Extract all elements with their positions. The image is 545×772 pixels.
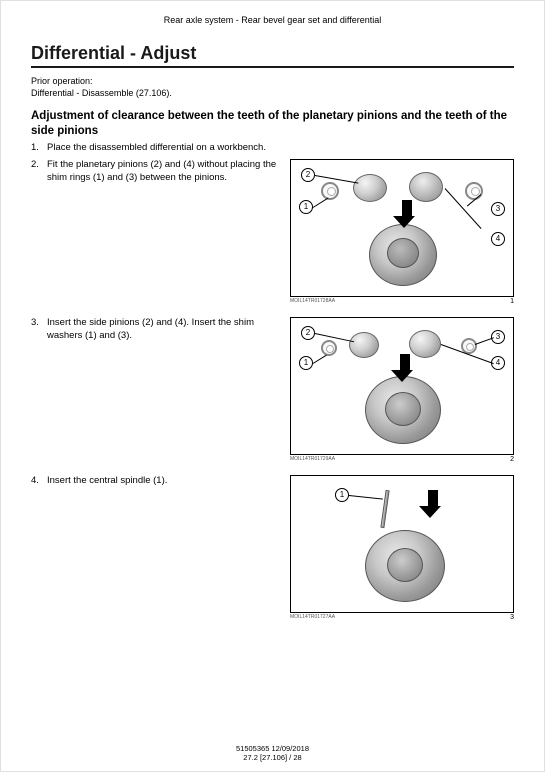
footer-line-1: 51505365 12/09/2018	[1, 744, 544, 754]
step-text: Insert the side pinions (2) and (4). Ins…	[47, 317, 284, 343]
step-text: Fit the planetary pinions (2) and (4) wi…	[47, 159, 284, 185]
callout-3: 3	[491, 202, 505, 216]
callout-4: 4	[491, 232, 505, 246]
differential-bore-icon	[387, 238, 419, 268]
footer-line-2: 27.2 [27.106] / 28	[1, 753, 544, 763]
sub-heading: Adjustment of clearance between the teet…	[31, 109, 514, 138]
leader-line	[349, 495, 383, 500]
differential-bore-icon	[387, 548, 423, 582]
arrow-down-icon	[399, 200, 415, 228]
figure-caption: MOIL14TR01728AA 1	[290, 298, 514, 305]
figure-index: 2	[510, 456, 514, 463]
step-text: Insert the central spindle (1).	[47, 475, 284, 488]
callout-1: 1	[335, 488, 349, 502]
leader-line	[475, 337, 494, 345]
prior-operation: Prior operation: Differential - Disassem…	[31, 76, 514, 99]
title-rule	[31, 66, 514, 68]
shim-washer-icon	[321, 340, 337, 356]
step-number: 1.	[31, 142, 47, 153]
page-footer: 51505365 12/09/2018 27.2 [27.106] / 28	[1, 744, 544, 764]
figure-index: 1	[510, 298, 514, 305]
step-number: 4.	[31, 475, 47, 486]
figure-3: 1	[290, 475, 514, 613]
callout-1: 1	[299, 356, 313, 370]
leader-line	[315, 333, 354, 342]
figure-index: 3	[510, 614, 514, 621]
figure-1: 2 1 3 4	[290, 159, 514, 297]
arrow-down-icon	[397, 354, 413, 382]
figure-column: 2 1 3 4 MOIL14TR01728AA 1	[284, 159, 514, 305]
figure-caption: MOIL14TR01727AA 3	[290, 614, 514, 621]
spindle-icon	[380, 490, 389, 528]
step-row: 2. Fit the planetary pinions (2) and (4)…	[31, 159, 514, 305]
page-title: Differential - Adjust	[31, 43, 514, 64]
step-row: 1. Place the disassembled differential o…	[31, 142, 514, 155]
leader-line	[313, 197, 329, 207]
prior-label: Prior operation:	[31, 76, 93, 86]
leader-line	[315, 175, 359, 184]
step-row: 4. Insert the central spindle (1). 1 MOI…	[31, 475, 514, 621]
shim-ring-icon	[465, 182, 483, 200]
figure-code: MOIL14TR01729AA	[290, 456, 335, 463]
callout-2: 2	[301, 326, 315, 340]
figure-code: MOIL14TR01727AA	[290, 614, 335, 621]
prior-ref: Differential - Disassemble (27.106).	[31, 88, 172, 98]
step-number: 3.	[31, 317, 47, 328]
step-row: 3. Insert the side pinions (2) and (4). …	[31, 317, 514, 463]
figure-code: MOIL14TR01728AA	[290, 298, 335, 305]
planetary-pinion-icon	[353, 174, 387, 202]
figure-column: 2 1 3 4 MOIL14TR01729AA 2	[284, 317, 514, 463]
figure-2: 2 1 3 4	[290, 317, 514, 455]
page-header: Rear axle system - Rear bevel gear set a…	[31, 15, 514, 25]
planetary-pinion-icon	[409, 172, 443, 202]
arrow-down-icon	[425, 490, 441, 518]
leader-line	[313, 355, 327, 364]
side-pinion-icon	[349, 332, 379, 358]
step-text: Place the disassembled differential on a…	[47, 142, 514, 155]
side-pinion-icon	[409, 330, 441, 358]
callout-1: 1	[299, 200, 313, 214]
callout-2: 2	[301, 168, 315, 182]
step-number: 2.	[31, 159, 47, 170]
differential-bore-icon	[385, 392, 421, 426]
shim-ring-icon	[321, 182, 339, 200]
figure-caption: MOIL14TR01729AA 2	[290, 456, 514, 463]
figure-column: 1 MOIL14TR01727AA 3	[284, 475, 514, 621]
